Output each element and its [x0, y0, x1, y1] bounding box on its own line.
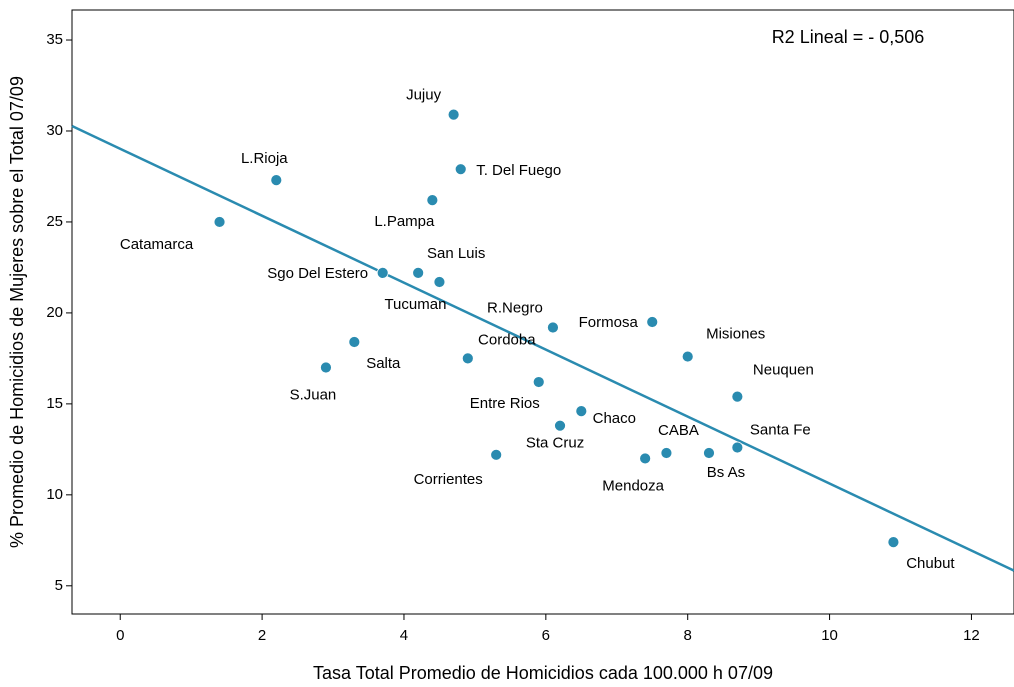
- x-tick-label: 10: [821, 627, 838, 644]
- point: [731, 441, 744, 454]
- point-label: R.Negro: [487, 299, 543, 316]
- point: [376, 266, 389, 279]
- point: [646, 316, 659, 328]
- point-label: L.Pampa: [374, 213, 435, 230]
- point-label: Jujuy: [406, 87, 442, 104]
- x-tick-label: 4: [400, 627, 408, 644]
- point: [639, 452, 652, 465]
- point-label: Catamarca: [120, 236, 194, 253]
- point-label: L.Rioja: [241, 150, 288, 167]
- y-tick-label: 20: [46, 304, 63, 321]
- point: [575, 405, 588, 418]
- point-label: Bs As: [707, 464, 745, 481]
- y-axis-label: % Promedio de Homicidios de Mujeres sobr…: [7, 76, 27, 548]
- point-label: T. Del Fuego: [476, 162, 561, 179]
- point: [412, 266, 425, 279]
- y-tick-label: 15: [46, 395, 63, 412]
- y-tick-label: 35: [46, 31, 63, 48]
- x-axis-label: Tasa Total Promedio de Homicidios cada 1…: [313, 663, 773, 683]
- y-tick-label: 25: [46, 213, 63, 230]
- point-label: S.Juan: [290, 386, 337, 403]
- point: [270, 174, 283, 187]
- point: [731, 390, 744, 403]
- point: [433, 276, 446, 288]
- point: [532, 376, 545, 388]
- point-label: Neuquen: [753, 362, 814, 379]
- fit-line: [71, 124, 1014, 572]
- point: [426, 194, 439, 207]
- x-tick-label: 6: [542, 627, 550, 644]
- y-tick-label: 5: [55, 577, 63, 594]
- point: [703, 447, 715, 459]
- point-label: Chaco: [593, 410, 636, 427]
- point: [454, 163, 467, 176]
- point-label: San Luis: [427, 245, 485, 262]
- x-tick-label: 8: [684, 627, 692, 644]
- y-tick-label: 10: [46, 486, 63, 503]
- point-label: Corrientes: [414, 471, 483, 488]
- point-label: Mendoza: [602, 477, 664, 494]
- x-tick-label: 12: [963, 627, 980, 644]
- annotation: R2 Lineal = - 0,506: [772, 27, 925, 47]
- point-label: Misiones: [706, 326, 765, 343]
- point: [887, 536, 900, 549]
- point: [490, 448, 503, 461]
- y-tick-label: 30: [46, 122, 63, 139]
- point-label: Chubut: [906, 555, 955, 572]
- x-tick-label: 2: [258, 627, 266, 644]
- point: [213, 216, 226, 228]
- point: [447, 108, 460, 121]
- point-label: Cordoba: [478, 331, 536, 348]
- point-label: Tucuman: [384, 296, 446, 313]
- point-label: Santa Fe: [750, 422, 811, 439]
- point-label: Formosa: [579, 314, 639, 331]
- point-label: Entre Rios: [470, 395, 540, 412]
- point: [461, 352, 474, 365]
- point: [660, 447, 673, 459]
- x-tick-label: 0: [116, 627, 124, 644]
- point: [547, 321, 559, 334]
- point: [320, 361, 332, 374]
- point: [554, 419, 566, 432]
- point: [348, 336, 361, 348]
- point-label: Sta Cruz: [526, 435, 584, 452]
- point-label: CABA: [658, 422, 699, 439]
- plot-frame: [71, 9, 1014, 615]
- point-label: Salta: [366, 355, 401, 372]
- point: [681, 350, 694, 363]
- point-label: Sgo Del Estero: [267, 265, 368, 282]
